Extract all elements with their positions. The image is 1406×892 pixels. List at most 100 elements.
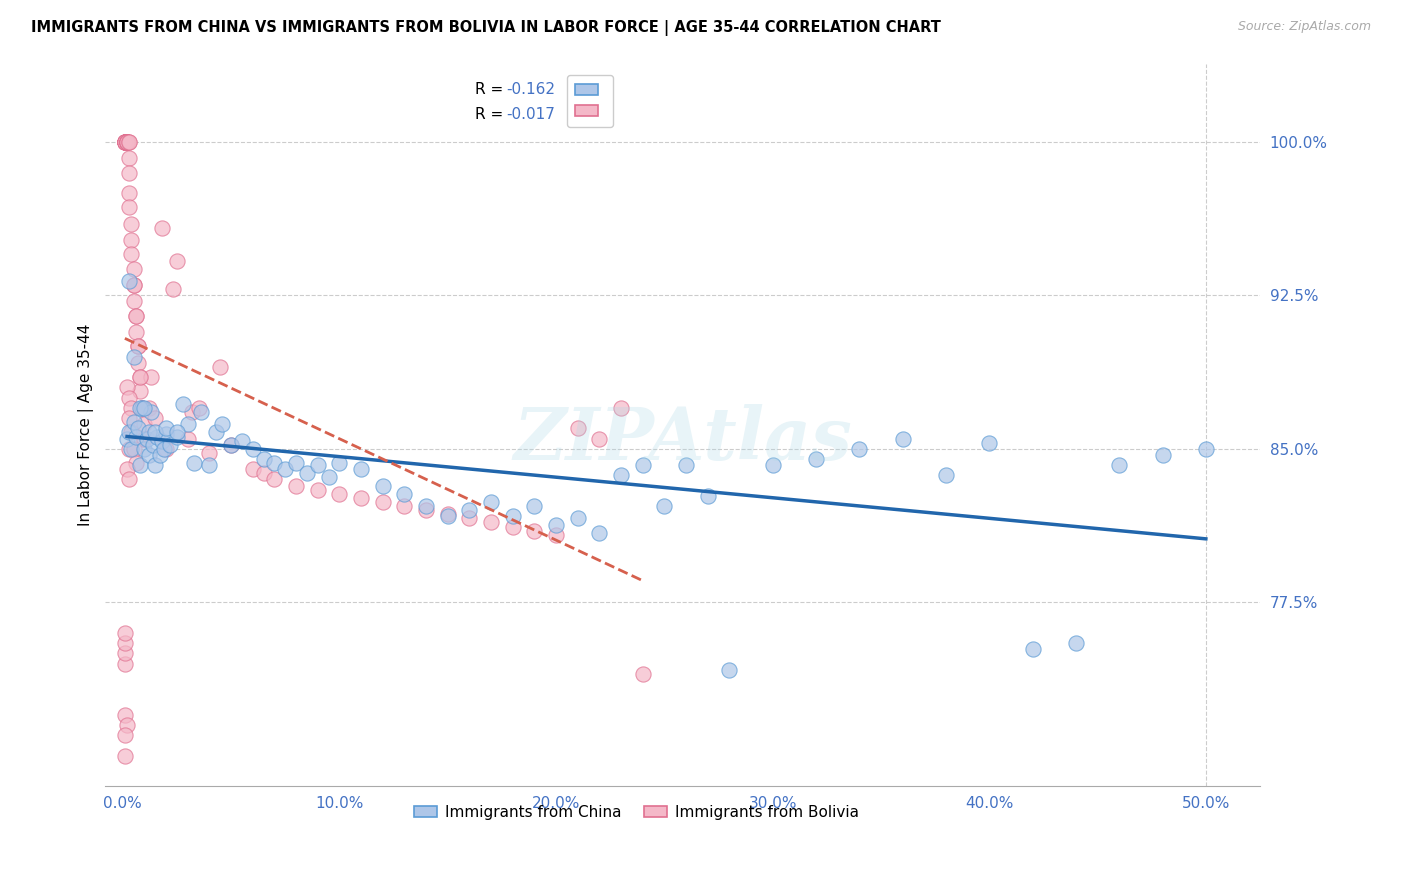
Point bbox=[143, 458, 166, 472]
Point bbox=[394, 499, 416, 513]
Point bbox=[118, 411, 141, 425]
Point bbox=[146, 429, 169, 443]
Point bbox=[125, 309, 148, 323]
Point bbox=[118, 135, 141, 149]
Point bbox=[718, 663, 741, 677]
Point bbox=[139, 370, 162, 384]
Point bbox=[138, 425, 160, 440]
Point bbox=[143, 411, 166, 425]
Point bbox=[118, 186, 141, 200]
Point bbox=[588, 432, 610, 446]
Text: 94: 94 bbox=[582, 107, 602, 122]
Point bbox=[181, 405, 204, 419]
Point bbox=[523, 499, 546, 513]
Point bbox=[114, 135, 136, 149]
Point bbox=[1152, 448, 1174, 462]
Text: IMMIGRANTS FROM CHINA VS IMMIGRANTS FROM BOLIVIA IN LABOR FORCE | AGE 35-44 CORR: IMMIGRANTS FROM CHINA VS IMMIGRANTS FROM… bbox=[31, 20, 941, 36]
Point bbox=[307, 483, 329, 497]
Point bbox=[523, 524, 546, 538]
Point bbox=[155, 427, 177, 442]
Point bbox=[114, 135, 136, 149]
Point bbox=[134, 401, 156, 415]
Point bbox=[307, 458, 329, 472]
Text: N =: N = bbox=[555, 82, 599, 97]
Point bbox=[114, 135, 136, 149]
Point bbox=[172, 397, 194, 411]
Point bbox=[458, 511, 481, 525]
Text: Source: ZipAtlas.com: Source: ZipAtlas.com bbox=[1237, 20, 1371, 33]
Point bbox=[114, 135, 136, 149]
Point bbox=[252, 452, 274, 467]
Point bbox=[127, 421, 149, 435]
Point bbox=[436, 509, 458, 524]
Point bbox=[138, 401, 160, 415]
Point bbox=[135, 432, 157, 446]
Point bbox=[263, 473, 285, 487]
Point bbox=[263, 456, 285, 470]
Point bbox=[115, 718, 138, 732]
Point bbox=[190, 405, 212, 419]
Point bbox=[318, 470, 340, 484]
Point bbox=[198, 458, 221, 472]
Text: ZIPAtlas: ZIPAtlas bbox=[513, 404, 852, 475]
Point bbox=[148, 448, 170, 462]
Point bbox=[114, 135, 136, 149]
Point bbox=[502, 519, 524, 533]
Point bbox=[134, 432, 156, 446]
Point bbox=[155, 421, 177, 435]
Point bbox=[166, 429, 188, 443]
Point bbox=[118, 135, 141, 149]
Point bbox=[1108, 458, 1130, 472]
Point bbox=[1021, 642, 1043, 657]
Point bbox=[122, 261, 145, 276]
Point bbox=[610, 468, 633, 483]
Point bbox=[848, 442, 870, 456]
Point bbox=[588, 525, 610, 540]
Point bbox=[567, 511, 589, 525]
Point bbox=[115, 380, 138, 394]
Point bbox=[115, 135, 138, 149]
Point bbox=[134, 432, 156, 446]
Point bbox=[143, 425, 166, 440]
Point bbox=[114, 748, 136, 763]
Point bbox=[114, 135, 136, 149]
Point bbox=[129, 370, 152, 384]
Point bbox=[252, 467, 274, 481]
Point bbox=[115, 135, 138, 149]
Point bbox=[127, 339, 149, 353]
Point bbox=[652, 499, 675, 513]
Point bbox=[129, 401, 152, 415]
Point bbox=[458, 503, 481, 517]
Point bbox=[114, 647, 136, 661]
Point bbox=[1064, 636, 1087, 650]
Point bbox=[242, 462, 264, 476]
Point bbox=[804, 452, 827, 467]
Point bbox=[211, 417, 233, 432]
Point bbox=[295, 467, 318, 481]
Point bbox=[134, 417, 156, 432]
Point bbox=[120, 401, 142, 415]
Point bbox=[502, 509, 524, 524]
Point bbox=[127, 356, 149, 370]
Point bbox=[159, 438, 181, 452]
Point bbox=[118, 391, 141, 405]
Point bbox=[131, 401, 153, 415]
Point bbox=[350, 462, 373, 476]
Point bbox=[761, 458, 783, 472]
Text: N =: N = bbox=[555, 107, 599, 122]
Point bbox=[122, 350, 145, 364]
Point bbox=[544, 517, 567, 532]
Point bbox=[125, 456, 148, 470]
Point bbox=[479, 495, 502, 509]
Point bbox=[120, 247, 142, 261]
Point bbox=[131, 401, 153, 415]
Point bbox=[114, 135, 136, 149]
Point bbox=[415, 499, 437, 513]
Point bbox=[114, 728, 136, 742]
Point bbox=[219, 438, 242, 452]
Point bbox=[436, 508, 458, 522]
Point bbox=[129, 370, 152, 384]
Point bbox=[610, 401, 633, 415]
Point bbox=[142, 438, 165, 452]
Point bbox=[394, 487, 416, 501]
